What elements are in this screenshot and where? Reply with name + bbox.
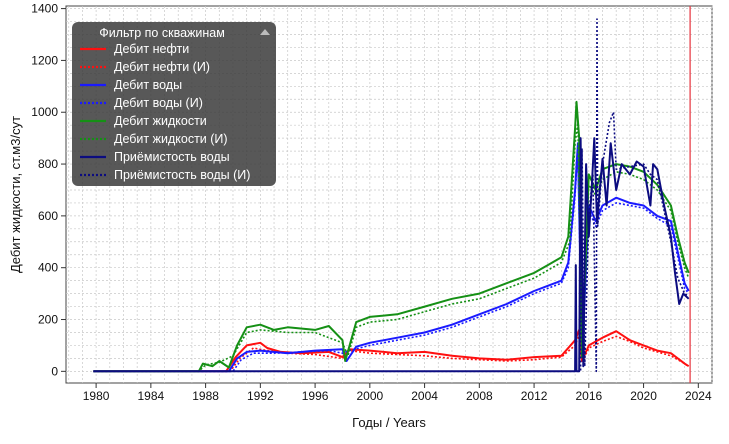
x-tick-label: 1984 (138, 389, 165, 403)
x-tick-label: 2004 (411, 389, 438, 403)
series-line-7 (93, 18, 690, 373)
grid-lines (66, 6, 713, 383)
y-axis: 0 200 400 600 800 1000 1200 1400 (31, 2, 66, 378)
x-tick-label: 2024 (685, 389, 712, 403)
legend-entry-3: Дебит воды (И) (114, 96, 203, 110)
y-tick-label: 600 (38, 209, 58, 223)
x-tick-label: 2012 (521, 389, 548, 403)
x-tick-label: 1992 (247, 389, 274, 403)
legend-entry-4: Дебит жидкости (114, 114, 207, 128)
legend-title: Фильтр по скважинам (99, 26, 225, 40)
series-line-5 (93, 121, 690, 373)
series-line-0 (93, 328, 690, 373)
y-tick-label: 0 (51, 364, 58, 378)
x-tick-label: 2008 (466, 389, 493, 403)
x-tick-label: 2000 (356, 389, 383, 403)
legend-entry-2: Дебит воды (114, 78, 182, 92)
x-tick-label: 2020 (630, 389, 657, 403)
y-tick-label: 400 (38, 261, 58, 275)
y-tick-label: 200 (38, 313, 58, 327)
legend-entry-7: Приёмистость воды (И) (114, 168, 250, 182)
legend-background (72, 22, 276, 186)
series-lines (93, 18, 690, 373)
legend-entry-6: Приёмистость воды (114, 150, 230, 164)
y-axis-title: Дебит жидкости, ст.м3/сут (8, 116, 23, 273)
triangle-up-icon (260, 29, 270, 35)
legend-entry-5: Дебит жидкости (И) (114, 132, 228, 146)
legend-entry-1: Дебит нефти (И) (114, 60, 210, 74)
legend-entry-0: Дебит нефти (114, 42, 189, 56)
series-line-3 (93, 147, 690, 373)
y-tick-label: 800 (38, 157, 58, 171)
y-tick-label: 1200 (31, 53, 58, 67)
legend: Фильтр по скважинам Дебит нефти Дебит нефт… (72, 22, 276, 186)
y-tick-label: 1000 (31, 105, 58, 119)
y-tick-label: 1400 (31, 2, 58, 16)
x-tick-label: 1988 (192, 389, 219, 403)
x-tick-label: 1980 (83, 389, 110, 403)
x-tick-label: 2016 (575, 389, 602, 403)
x-axis-title: Годы / Years (352, 415, 426, 430)
series-line-6 (93, 137, 690, 373)
x-axis: 1980 1984 1988 1992 1996 2000 2004 2008 2012 2016… (83, 383, 712, 403)
x-tick-label: 1996 (302, 389, 329, 403)
